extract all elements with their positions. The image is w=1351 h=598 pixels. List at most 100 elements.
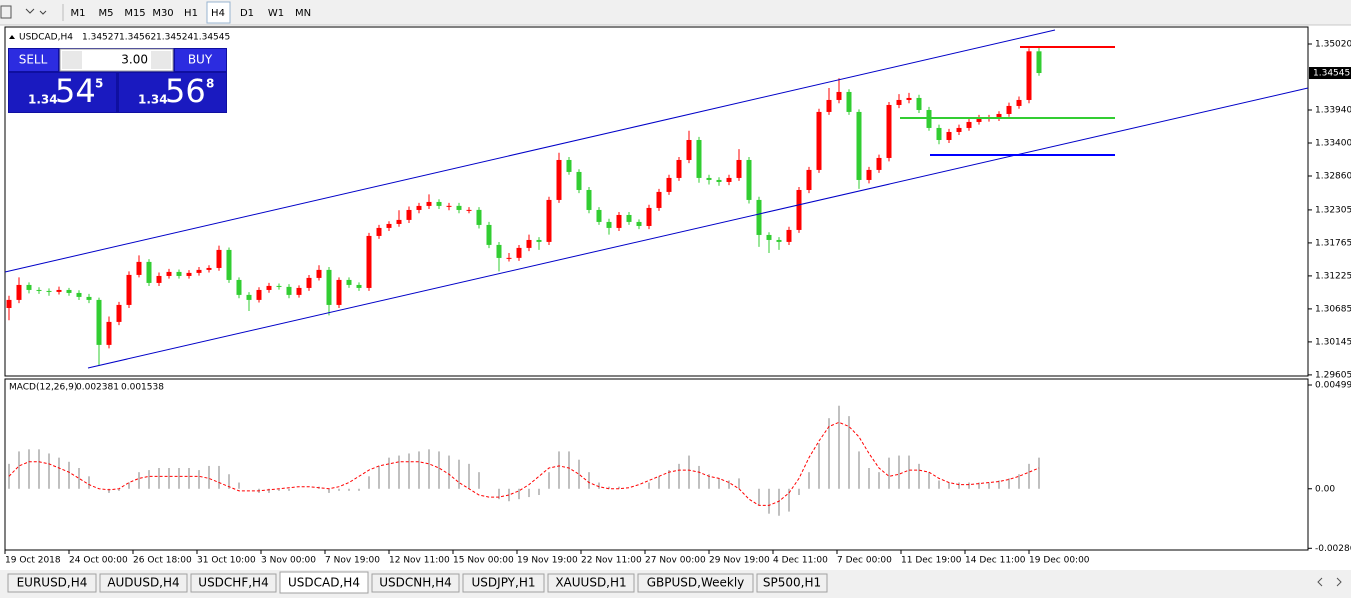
y-tick-label: 1.29605 — [1315, 370, 1351, 380]
tab-label[interactable]: USDCHF,H4 — [198, 576, 268, 590]
tab-label[interactable]: USDCAD,H4 — [288, 576, 360, 590]
candle-body — [116, 304, 122, 322]
candle-body — [56, 289, 62, 292]
candle-body — [976, 117, 982, 122]
channel-line — [4, 29, 1056, 273]
buy-button[interactable] — [175, 49, 226, 71]
sell-button[interactable] — [9, 49, 58, 71]
y-tick-label: 1.33940 — [1315, 105, 1351, 115]
candle-body — [76, 292, 82, 297]
tab-label[interactable]: GBPUSD,Weekly — [647, 576, 745, 590]
toolbar-icon[interactable] — [0, 5, 12, 19]
candle-body — [826, 99, 832, 112]
timeframe-button[interactable]: M5 — [99, 8, 114, 19]
toolbar-icon[interactable] — [25, 8, 47, 15]
tab[interactable] — [547, 573, 635, 593]
candle-body — [66, 289, 72, 293]
tab[interactable] — [7, 573, 97, 593]
candle-body — [1036, 51, 1042, 74]
candle-body — [946, 131, 952, 140]
tab-scroll[interactable] — [1317, 577, 1342, 587]
candle-body — [526, 239, 532, 248]
candle-body — [416, 205, 422, 210]
tab[interactable] — [462, 573, 545, 593]
tab-label[interactable]: SP500,H1 — [763, 576, 821, 590]
buy-price-box[interactable] — [119, 73, 226, 112]
active-timeframe[interactable] — [206, 1, 231, 24]
candle-body — [166, 271, 172, 276]
candle-body — [366, 235, 372, 288]
y-tick-label: 0.004999 — [1315, 381, 1351, 391]
lot-value[interactable]: 3.00 — [121, 53, 148, 67]
sell-price-box[interactable] — [9, 73, 116, 112]
candle-body — [836, 91, 842, 100]
tab-label[interactable]: USDJPY,H1 — [472, 576, 536, 590]
y-tick-label: 1.32305 — [1315, 205, 1351, 215]
tab[interactable] — [190, 573, 277, 593]
candle-body — [486, 224, 492, 245]
candle-body — [656, 191, 662, 208]
candle-body — [436, 201, 442, 206]
sell-label[interactable]: SELL — [19, 53, 48, 67]
timeframe-button[interactable]: MN — [295, 8, 311, 19]
candle-body — [936, 127, 942, 140]
tab[interactable] — [371, 573, 460, 593]
candle-body — [126, 274, 132, 305]
candle-body — [36, 289, 42, 291]
candle-body — [666, 177, 672, 192]
candle-body — [996, 113, 1002, 118]
ohlc-value: 1.34562 — [119, 33, 156, 43]
active-tab[interactable] — [279, 571, 369, 594]
candle-body — [866, 169, 872, 180]
y-tick-label: 0.00 — [1315, 484, 1335, 494]
tab[interactable] — [637, 573, 754, 593]
lot-input[interactable] — [59, 48, 174, 72]
tab[interactable] — [756, 573, 828, 593]
candle-body — [796, 189, 802, 230]
tab[interactable] — [99, 573, 188, 593]
y-tick-label: -0.002868 — [1315, 544, 1351, 554]
x-tick-label: 7 Nov 19:00 — [325, 556, 380, 566]
candle-body — [136, 261, 142, 275]
x-tick-label: 3 Nov 00:00 — [261, 556, 316, 566]
candle-body — [386, 223, 392, 228]
x-tick-label: 15 Nov 00:00 — [453, 556, 514, 566]
candle-body — [956, 127, 962, 132]
buy-label[interactable]: BUY — [188, 53, 213, 67]
tab-label[interactable]: EURUSD,H4 — [17, 576, 88, 590]
timeframe-button[interactable]: M1 — [71, 8, 86, 19]
lot-up[interactable] — [151, 51, 171, 69]
tab-label[interactable]: XAUUSD,H1 — [555, 576, 626, 590]
lot-down[interactable] — [62, 51, 82, 69]
sell-big: 1.34 — [28, 93, 58, 107]
candle-body — [546, 199, 552, 242]
timeframe-button[interactable]: H4 — [211, 8, 225, 19]
macd-frame — [4, 378, 1309, 551]
x-tick-label: 24 Oct 00:00 — [69, 556, 128, 566]
y-tick-label: 1.32860 — [1315, 171, 1351, 181]
candle-body — [216, 249, 222, 268]
tab-label[interactable]: USDCNH,H4 — [379, 576, 452, 590]
candle-body — [506, 257, 512, 259]
candle-body — [766, 234, 772, 240]
candle-body — [816, 111, 822, 170]
x-tick-label: 12 Nov 11:00 — [389, 556, 450, 566]
tab-label[interactable]: AUDUSD,H4 — [107, 576, 179, 590]
candle-body — [326, 269, 332, 305]
candle-body — [466, 209, 472, 211]
x-tick-label: 4 Dec 11:00 — [773, 556, 828, 566]
sell-pip: 5 — [95, 77, 103, 91]
timeframe-button[interactable]: M30 — [152, 8, 173, 19]
timeframe-button[interactable]: D1 — [240, 8, 254, 19]
candle-body — [596, 209, 602, 222]
candle-body — [586, 189, 592, 210]
candle-body — [6, 299, 12, 308]
candle-body — [266, 285, 272, 290]
candle-body — [256, 289, 262, 300]
ohlc-value: 1.34545 — [193, 33, 230, 43]
candle-body — [356, 284, 362, 288]
timeframe-button[interactable]: M15 — [124, 8, 145, 19]
timeframe-button[interactable]: W1 — [268, 8, 284, 19]
timeframe-button[interactable]: H1 — [184, 8, 198, 19]
candle-body — [156, 275, 162, 283]
